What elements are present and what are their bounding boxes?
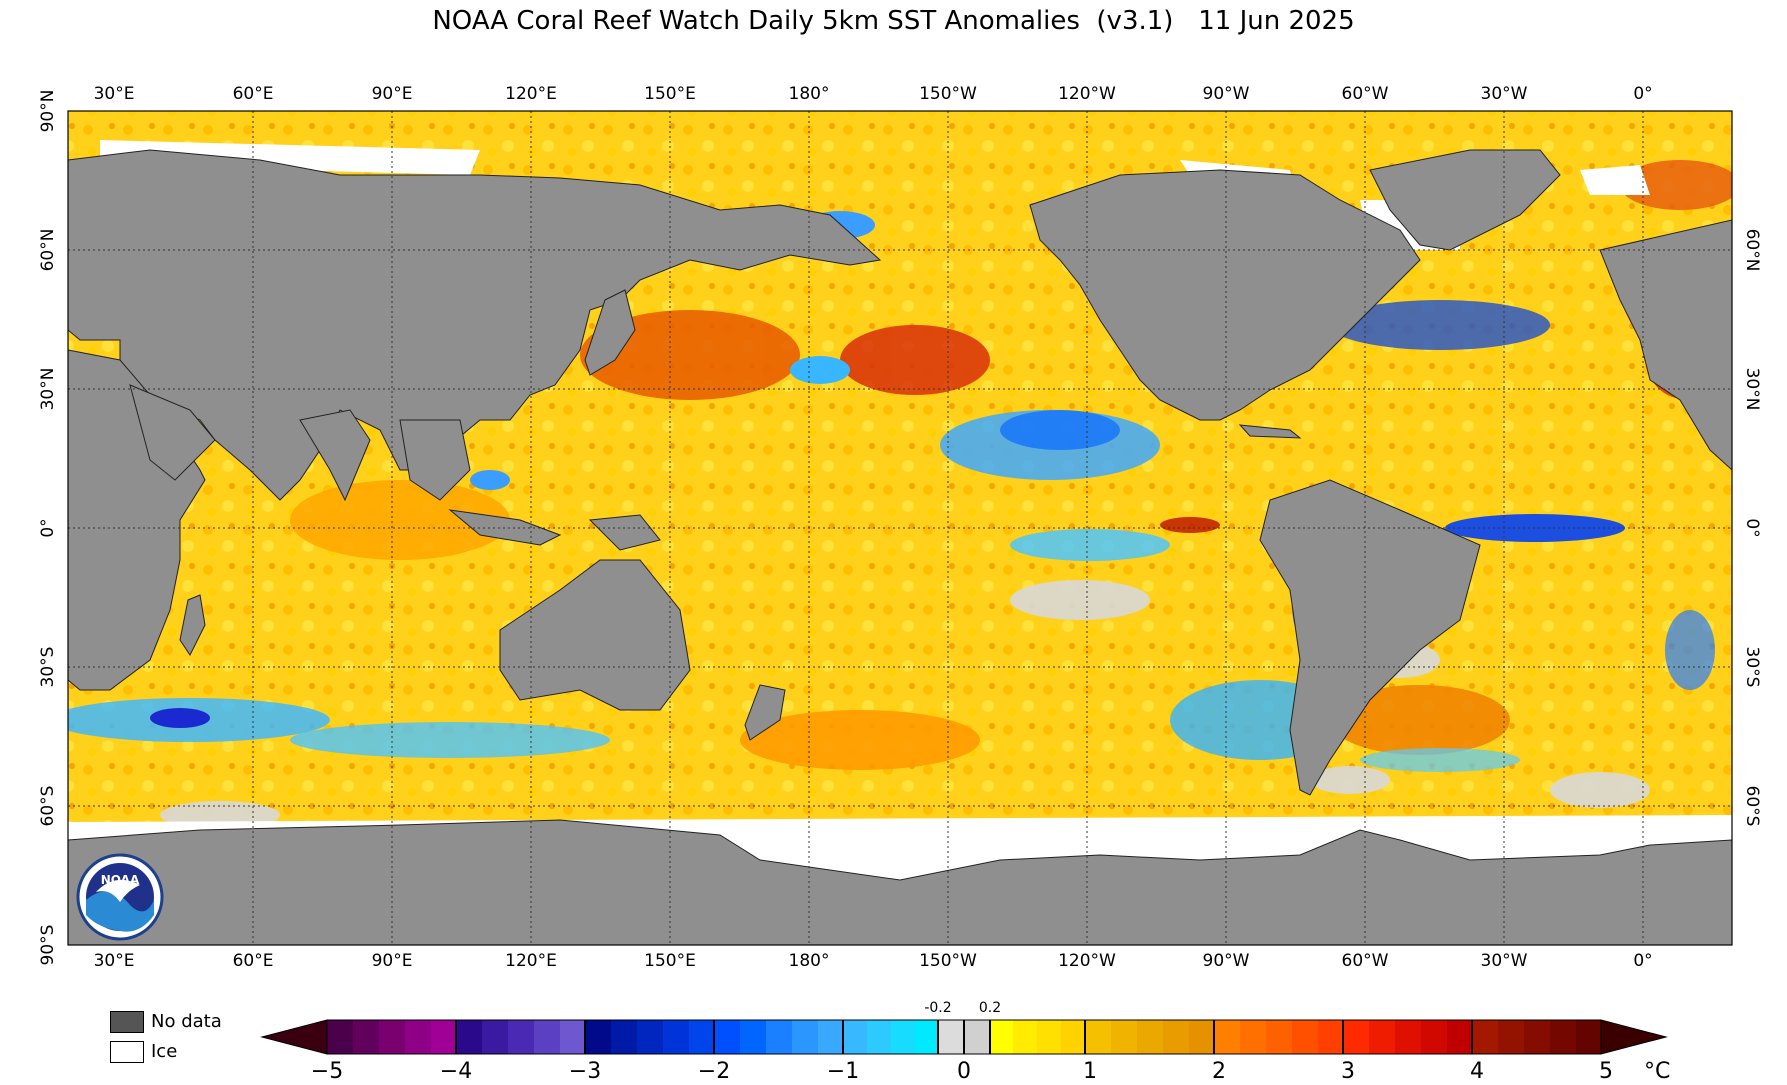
lon-label: 0°	[1633, 84, 1652, 104]
nodata-swatch	[110, 1011, 144, 1033]
lat-label: 90°S	[38, 925, 58, 966]
lon-label: 60°E	[233, 84, 274, 104]
lon-label: 120°E	[505, 951, 557, 971]
lat-label: 0°	[38, 518, 58, 537]
lon-label: 120°W	[1058, 84, 1116, 104]
lon-label: 150°W	[919, 951, 977, 971]
lat-label: 30°N	[1742, 368, 1762, 411]
nodata-label: No data	[151, 1011, 222, 1032]
lat-label: 90°N	[38, 90, 58, 133]
lon-label: 30°W	[1481, 84, 1528, 104]
lat-label: 30°N	[38, 368, 58, 411]
map-title: NOAA Coral Reef Watch Daily 5km SST Anom…	[432, 6, 1355, 36]
lon-labels-top: 30°E 60°E 90°E 120°E 150°E 180° 150°W 12…	[94, 84, 1653, 104]
lat-label: 60°S	[1742, 786, 1762, 827]
lon-label: 60°W	[1342, 84, 1389, 104]
lon-label: 90°E	[372, 84, 413, 104]
lon-labels-bottom: 30°E 60°E 90°E 120°E 150°E 180° 150°W 12…	[94, 951, 1653, 971]
noaa-logo: NOAA	[76, 853, 164, 941]
lat-label: 60°N	[38, 229, 58, 272]
lon-label: 150°E	[644, 84, 696, 104]
lat-labels-left: 90°N 60°N 30°N 0° 30°S 60°S 90°S	[38, 90, 58, 966]
lat-label: 30°S	[38, 647, 58, 688]
lat-label: 30°S	[1742, 647, 1762, 688]
lon-label: 90°W	[1203, 951, 1250, 971]
lon-label: 150°W	[919, 84, 977, 104]
lat-labels-right: 60°N 30°N 0° 30°S 60°S	[1742, 229, 1762, 827]
lat-label: 60°N	[1742, 229, 1762, 272]
lon-label: 60°E	[233, 951, 274, 971]
noaa-logo-text: NOAA	[101, 873, 140, 887]
graticule	[68, 111, 1732, 945]
lon-label: 30°W	[1481, 951, 1528, 971]
lat-label: 60°S	[38, 786, 58, 827]
land	[68, 149, 1732, 945]
lon-label: 120°W	[1058, 951, 1116, 971]
lon-label: 120°E	[505, 84, 557, 104]
ice-swatch	[110, 1041, 144, 1063]
lat-label: 0°	[1742, 518, 1762, 537]
lon-label: 150°E	[644, 951, 696, 971]
lon-label: 180°	[789, 84, 830, 104]
lon-label: 90°W	[1203, 84, 1250, 104]
lon-label: 60°W	[1342, 951, 1389, 971]
lon-label: 180°	[789, 951, 830, 971]
lon-label: 30°E	[94, 951, 135, 971]
ice-label: Ice	[151, 1041, 178, 1062]
map-frame	[67, 110, 1733, 946]
lon-label: 0°	[1633, 951, 1652, 971]
lon-label: 90°E	[372, 951, 413, 971]
lon-label: 30°E	[94, 84, 135, 104]
